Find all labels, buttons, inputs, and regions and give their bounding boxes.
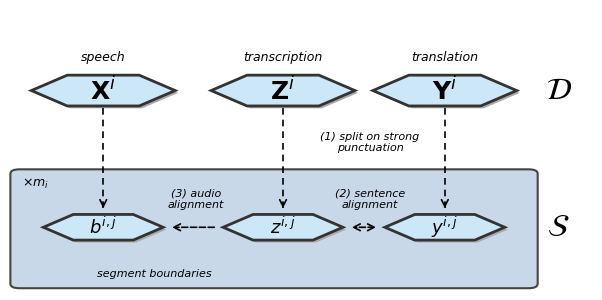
Text: transcription: transcription	[243, 51, 323, 64]
Text: $\mathbf{X}^i$: $\mathbf{X}^i$	[90, 76, 116, 105]
Polygon shape	[223, 214, 343, 240]
Text: $z^{i,j}$: $z^{i,j}$	[270, 217, 296, 238]
Text: $\mathcal{D}$: $\mathcal{D}$	[545, 76, 572, 105]
Text: $\mathcal{S}$: $\mathcal{S}$	[547, 213, 570, 242]
Polygon shape	[31, 75, 175, 106]
Polygon shape	[211, 75, 355, 106]
Polygon shape	[385, 214, 504, 240]
Text: translation: translation	[411, 51, 479, 64]
Polygon shape	[388, 217, 507, 242]
Polygon shape	[214, 77, 358, 108]
Text: speech: speech	[81, 51, 126, 64]
Text: $\mathbf{Z}^i$: $\mathbf{Z}^i$	[270, 76, 296, 105]
Text: segment boundaries: segment boundaries	[98, 269, 212, 279]
Text: $\mathbf{Y}^i$: $\mathbf{Y}^i$	[432, 76, 458, 105]
Text: (2) sentence
alignment: (2) sentence alignment	[335, 188, 405, 210]
Text: $\times m_i$: $\times m_i$	[22, 177, 49, 191]
Text: $b^{i,j}$: $b^{i,j}$	[89, 217, 117, 238]
Polygon shape	[376, 77, 520, 108]
FancyBboxPatch shape	[10, 169, 538, 288]
Polygon shape	[46, 217, 166, 242]
Polygon shape	[34, 77, 178, 108]
Polygon shape	[373, 75, 517, 106]
Polygon shape	[226, 217, 346, 242]
Polygon shape	[43, 214, 163, 240]
Text: (3) audio
alignment: (3) audio alignment	[168, 188, 225, 210]
Text: $y^{i,j}$: $y^{i,j}$	[431, 215, 459, 240]
Text: (1) split on strong
punctuation: (1) split on strong punctuation	[320, 132, 420, 153]
